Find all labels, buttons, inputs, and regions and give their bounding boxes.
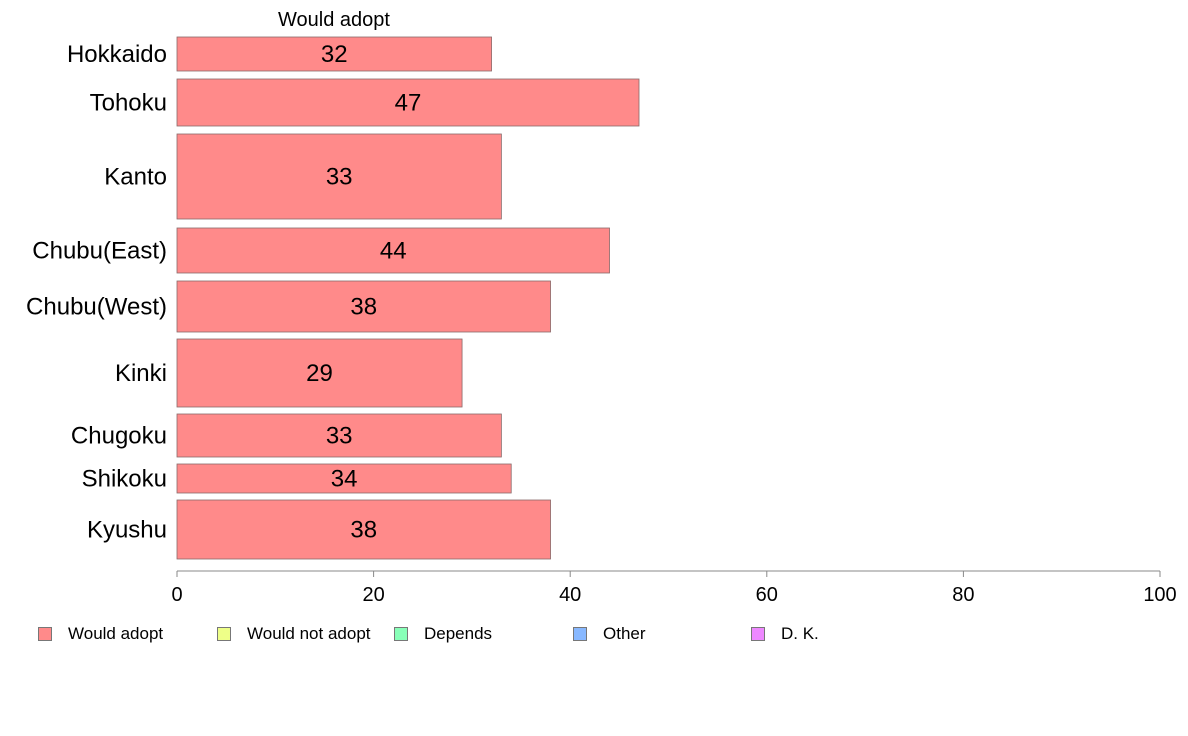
x-tick-label: 80: [952, 584, 974, 606]
category-label: Kanto: [104, 164, 167, 191]
category-label: Chubu(West): [26, 294, 167, 321]
legend-item: Other: [573, 624, 646, 644]
x-axis: 0 20 40 60 80 100: [171, 570, 1177, 606]
legend-swatch: [394, 627, 408, 641]
bar: [176, 499, 551, 560]
category-label: Hokkaido: [67, 41, 167, 68]
category-label: Shikoku: [82, 466, 167, 493]
legend-swatch: [751, 627, 765, 641]
bar-value-label: 32: [321, 41, 348, 68]
x-tick-label: 20: [362, 584, 384, 606]
legend-item: Would not adopt: [217, 624, 371, 644]
bar-value-label: 29: [306, 360, 333, 387]
bar: [176, 227, 610, 274]
bar: [176, 36, 492, 72]
bar-value-label: 34: [331, 466, 358, 493]
bar-value-label: 33: [326, 164, 353, 191]
bar: [176, 463, 512, 494]
x-tick-label: 0: [171, 584, 182, 606]
bars-group: Hokkaido 32 Tohoku 47 Kanto 33 Chubu(East) 44 Ch…: [26, 36, 640, 560]
bar-value-label: 33: [326, 423, 353, 450]
bar-value-label: 38: [350, 517, 377, 544]
bar-chart: Would adopt Hokkaido 32 Tohoku 47 Kanto 33 Chu…: [26, 9, 1177, 606]
category-label: Tohoku: [90, 90, 167, 117]
legend-swatch: [573, 627, 587, 641]
category-label: Kyushu: [87, 517, 167, 544]
legend: Would adopt Would not adopt Depends Other D.…: [38, 624, 1038, 644]
legend-label: D. K.: [781, 624, 819, 643]
legend-label: Would adopt: [68, 624, 164, 643]
bar: [176, 133, 502, 220]
bar-value-label: 44: [380, 238, 407, 265]
legend-item: Would adopt: [38, 624, 163, 644]
legend-swatch: [217, 627, 231, 641]
x-tick-label: 100: [1143, 584, 1176, 606]
x-tick-label: 40: [559, 584, 581, 606]
bar: [176, 413, 502, 458]
legend-item: D. K.: [751, 624, 819, 644]
legend-swatch: [38, 627, 52, 641]
category-label: Kinki: [115, 360, 167, 387]
bar: [176, 338, 463, 408]
category-label: Chubu(East): [32, 238, 167, 265]
legend-label: Other: [603, 624, 646, 643]
series-header: Would adopt: [278, 9, 390, 31]
legend-label: Would not adopt: [247, 624, 371, 643]
bar: [176, 280, 551, 333]
bar: [176, 78, 640, 127]
bar-value-label: 47: [395, 90, 422, 117]
legend-label: Depends: [424, 624, 493, 643]
category-label: Chugoku: [71, 423, 167, 450]
bar-value-label: 38: [350, 294, 377, 321]
x-tick-label: 60: [756, 584, 778, 606]
legend-item: Depends: [394, 624, 492, 644]
